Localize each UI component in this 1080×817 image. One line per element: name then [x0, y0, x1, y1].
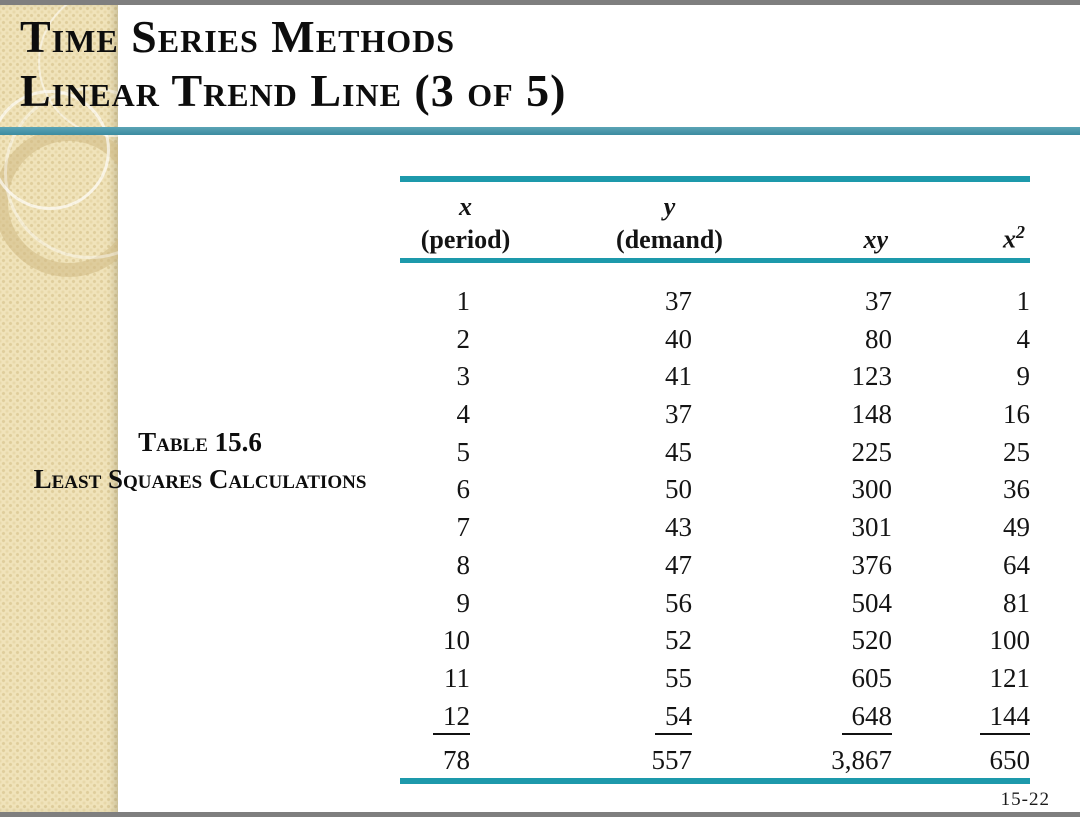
table-row: 7 43 301 49: [400, 509, 1031, 547]
table-row: 11 55 605 121: [400, 660, 1030, 698]
table-cell: 56: [665, 587, 692, 618]
title-underline-rule: [0, 127, 1080, 135]
table-cell: 121: [989, 662, 1031, 693]
table-totals-row: 78 557 3,867 650: [400, 742, 1030, 778]
table-header-rule: [400, 258, 1030, 263]
table-cell: 300: [851, 474, 893, 505]
table-cell: 1: [1016, 286, 1031, 316]
table-cell: 2: [456, 323, 471, 354]
table-row: 9 56 504 81: [400, 585, 1031, 623]
slide-title: Time Series Methods Linear Trend Line (3…: [20, 10, 567, 118]
table-cell: 648: [692, 698, 892, 736]
table-cell: 3: [456, 361, 471, 392]
table-cell: 49: [1003, 512, 1030, 543]
table-bottom-rule: [400, 778, 1030, 784]
table-cell: 43: [665, 512, 692, 543]
table-cell: 520: [851, 625, 893, 656]
column-header-y-demand: y (demand): [616, 192, 723, 254]
table-row: 12 54 648 144: [400, 698, 1030, 736]
table-cell: 47: [665, 549, 692, 580]
slide-title-line2: Linear Trend Line (3 of 5): [20, 65, 567, 116]
table-cell: 78: [443, 745, 470, 776]
table-cell: 6: [456, 474, 471, 505]
table-cell: 4: [1016, 323, 1031, 354]
table-cell: 55: [665, 662, 692, 693]
column-header-x-squared: x2: [1003, 222, 1025, 254]
table-cell: 504: [851, 587, 893, 618]
table-cell: 10: [443, 625, 470, 656]
table-cell: 9: [1016, 361, 1031, 392]
table-cell: 37: [665, 286, 692, 316]
table-cell: 605: [851, 662, 893, 693]
table-cell: 11: [444, 662, 470, 693]
slide-top-border: [0, 0, 1080, 5]
table-cell: 40: [665, 323, 692, 354]
table-cell: 37: [865, 286, 892, 316]
table-cell: 8: [456, 549, 471, 580]
sidebar-decoration: [0, 5, 118, 812]
table-row: 2 40 80 4: [400, 321, 1031, 359]
table-top-rule: [400, 176, 1030, 182]
column-header-xy: xy: [863, 225, 888, 254]
least-squares-table: 1 37 37 1 2 40 80 4 3 41 123 9 4 37 148 16 5 45 225 25 6 50 30…: [400, 283, 1030, 778]
table-caption-number: Table 15.6: [138, 427, 262, 457]
table-cell: 16: [1003, 399, 1030, 430]
table-cell: 37: [665, 399, 692, 430]
table-row: 3 41 123 9: [400, 358, 1031, 396]
table-cell: 36: [1003, 474, 1030, 505]
table-caption-text: Least Squares Calculations: [33, 464, 367, 494]
table-cell: 5: [456, 436, 471, 467]
table-cell: 54: [470, 698, 692, 736]
table-cell: 1: [456, 286, 471, 316]
table-cell: 144: [892, 698, 1030, 736]
table-cell: 7: [456, 512, 471, 543]
table-row: 1 37 37 1: [400, 283, 1031, 321]
table-row: 10 52 520 100: [400, 622, 1030, 660]
table-row: 4 37 148 16: [400, 396, 1031, 434]
table-row: 8 47 376 64: [400, 547, 1031, 585]
table-cell: 557: [651, 745, 693, 776]
slide-title-line1: Time Series Methods: [20, 11, 456, 62]
table-cell: 301: [851, 512, 893, 543]
table-row: 6 50 300 36: [400, 471, 1031, 509]
table-cell: 12: [400, 698, 470, 736]
table-cell: 4: [456, 399, 471, 430]
table-cell: 9: [456, 587, 471, 618]
table-row: 5 45 225 25: [400, 434, 1031, 472]
slide-bottom-border: [0, 812, 1080, 817]
table-cell: 45: [665, 436, 692, 467]
table-cell: 52: [665, 625, 692, 656]
table-cell: 225: [851, 436, 893, 467]
table-cell: 376: [851, 549, 893, 580]
table-cell: 80: [865, 323, 892, 354]
table-cell: 148: [851, 399, 893, 430]
table-cell: 81: [1003, 587, 1030, 618]
table-cell: 123: [851, 361, 893, 392]
table-cell: 50: [665, 474, 692, 505]
table-caption: Table 15.6 Least Squares Calculations: [0, 424, 400, 498]
table-cell: 25: [1003, 436, 1030, 467]
table-cell: 64: [1003, 549, 1030, 580]
table-cell: 100: [989, 625, 1031, 656]
table-cell: 3,867: [831, 745, 892, 776]
column-header-x-period: x (period): [420, 192, 511, 254]
table-cell: 41: [665, 361, 692, 392]
page-number: 15-22: [1000, 789, 1050, 810]
table-cell: 650: [989, 745, 1031, 776]
